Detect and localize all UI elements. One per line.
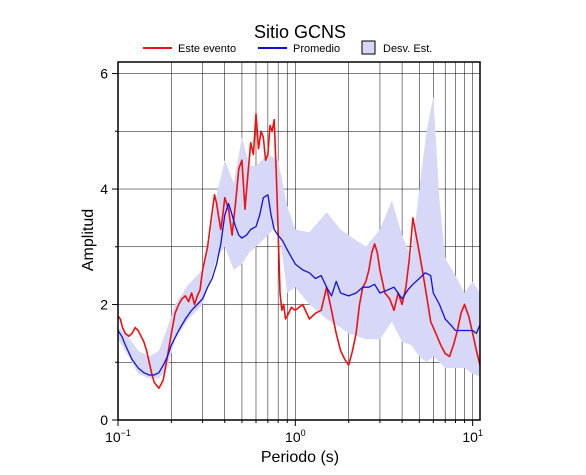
- x-tick-label: 100: [285, 428, 306, 445]
- legend-label-mean: Promedio: [293, 43, 340, 55]
- y-tick-label: 4: [100, 181, 108, 197]
- y-tick-label: 6: [100, 66, 108, 82]
- legend-label-band: Desv. Est.: [383, 43, 432, 55]
- std-dev-band: [118, 96, 480, 379]
- x-tick-label: 101: [462, 428, 483, 445]
- legend: Este evento Promedio Desv. Est.: [143, 40, 432, 55]
- series-line-event: [117, 113, 481, 390]
- y-tick-label: 2: [100, 297, 108, 313]
- plot-frame: [117, 61, 481, 421]
- plot-area: [117, 96, 481, 390]
- y-axis: 0 2 4 6: [100, 66, 118, 428]
- chart-title: Sitio GCNS: [254, 22, 346, 42]
- y-axis-title: Amplitud: [80, 209, 97, 271]
- x-axis-title: Periodo (s): [261, 449, 339, 466]
- y-tick-label: 0: [100, 412, 108, 428]
- series-line-mean: [117, 194, 481, 376]
- legend-label-event: Este evento: [178, 43, 236, 55]
- x-axis: 10−1 100 101: [105, 420, 483, 445]
- plot-border: [117, 61, 481, 421]
- legend-swatch-band: [361, 40, 376, 55]
- x-tick-label: 10−1: [105, 428, 131, 445]
